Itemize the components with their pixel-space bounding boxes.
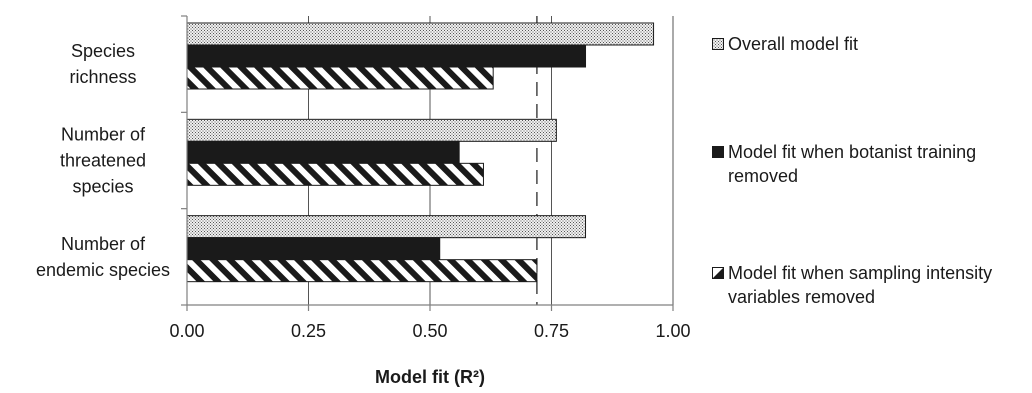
bar-dots [186,215,587,239]
bar-solid [186,44,587,68]
dotted-swatch-icon [712,38,724,50]
x-tick-label: 0.75 [534,321,569,341]
category-label: Number of threatened species [60,125,146,197]
bar-dots [186,118,557,142]
x-tick-label: 0.50 [412,321,447,341]
bar-hatch [186,259,538,283]
category-labels: Species richness Number of threatened specie… [36,41,170,280]
x-axis-label: Model fit (R²) [375,367,485,387]
bar-hatch [186,66,494,90]
bar-solid [186,140,460,164]
bar-chart: Species richness Number of threatened specie… [36,15,691,387]
legend-label: Model fit when sampling intensity variab… [728,263,993,307]
hatched-swatch-icon [712,267,724,279]
category-label: Species richness [69,41,136,87]
legend-label: Overall model fit [728,34,859,54]
bar-dots [186,22,655,46]
bars-group [186,22,655,283]
x-tick-label: 0.00 [169,321,204,341]
legend-item-botanist: Model fit when botanist training removed [712,140,1028,188]
legend: Overall model fit Model fit when botanis… [712,0,1032,393]
bar-hatch [186,162,484,186]
solid-swatch-icon [712,146,724,158]
x-tick-label: 0.25 [291,321,326,341]
axes [181,15,674,311]
legend-label: Model fit when botanist training removed [728,142,977,186]
legend-item-overall: Overall model fit [712,32,1028,56]
legend-item-sampling: Model fit when sampling intensity variab… [712,261,1028,309]
x-tick-labels: 0.00 0.25 0.50 0.75 1.00 [169,321,690,341]
category-label: Number of endemic species [36,234,170,280]
x-tick-label: 1.00 [655,321,690,341]
bar-solid [186,237,441,261]
